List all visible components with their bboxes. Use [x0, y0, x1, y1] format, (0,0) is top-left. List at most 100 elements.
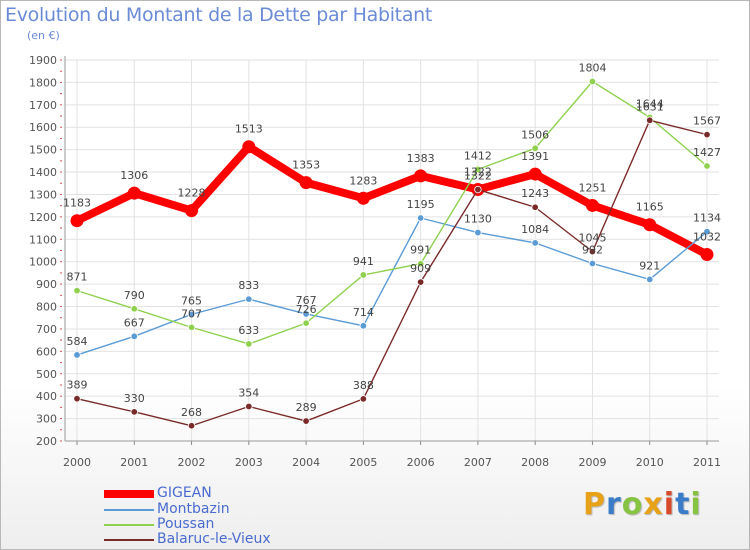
y-tick-label: 1400: [29, 166, 57, 179]
point-montbazin: [359, 322, 368, 330]
data-label-poussan: 1644: [636, 97, 664, 110]
legend-label: Balaruc-le-Vieux: [157, 531, 271, 547]
data-label-balaruc-le-vieux: 1631: [636, 100, 664, 113]
data-label-poussan: 941: [353, 255, 374, 268]
y-tick-label: 800: [36, 301, 57, 314]
series-line-balaruc-le-vieux: [76, 119, 708, 427]
y-tick-label: 200: [36, 435, 57, 448]
y-tick-label: 1500: [29, 144, 57, 157]
data-label-montbazin: 833: [238, 279, 259, 292]
point-balaruc-le-vieux: [588, 247, 597, 256]
y-tick-label: 1900: [29, 54, 57, 67]
x-tick-label: 2002: [178, 456, 206, 469]
point-gigean: [356, 191, 370, 205]
logo-letter: x: [643, 487, 664, 522]
point-gigean: [185, 204, 199, 218]
point-gigean: [299, 176, 313, 190]
point-poussan: [187, 323, 196, 332]
point-gigean: [700, 248, 714, 262]
data-label-montbazin: 765: [181, 294, 202, 307]
y-tick-label: 1200: [29, 211, 57, 224]
point-balaruc-le-vieux: [302, 417, 310, 425]
y-tick-label: 1600: [29, 121, 57, 134]
point-montbazin: [245, 295, 253, 303]
y-tick-label: 300: [36, 413, 57, 426]
series-line-poussan: [76, 80, 708, 345]
logo-letter: t: [675, 487, 691, 522]
y-tick-label: 500: [36, 368, 57, 381]
y-tick-label: 1300: [29, 188, 57, 201]
point-montbazin: [416, 214, 425, 222]
data-label-montbazin: 1195: [407, 198, 435, 211]
data-label-gigean: 1391: [521, 150, 549, 163]
data-label-gigean: 1322: [464, 166, 492, 179]
data-label-poussan: 790: [124, 289, 145, 302]
point-montbazin: [73, 351, 81, 359]
data-label-balaruc-le-vieux: 1243: [521, 187, 549, 200]
data-label-balaruc-le-vieux: 1567: [693, 115, 721, 128]
data-label-balaruc-le-vieux: 354: [238, 386, 259, 399]
data-label-balaruc-le-vieux: 1045: [578, 232, 606, 245]
data-label-montbazin: 1134: [693, 212, 721, 225]
point-gigean: [127, 186, 141, 200]
point-poussan: [359, 271, 368, 279]
point-gigean: [242, 140, 256, 154]
point-montbazin: [531, 239, 539, 247]
point-gigean: [70, 214, 84, 228]
legend-swatch: [104, 509, 154, 511]
y-tick-label: 1800: [29, 76, 57, 89]
logo-letter: P: [583, 487, 606, 522]
data-label-gigean: 1513: [235, 123, 263, 136]
data-label-balaruc-le-vieux: 909: [410, 262, 431, 275]
y-tick-label: 400: [36, 390, 57, 403]
data-label-gigean: 1383: [407, 152, 435, 165]
point-poussan: [302, 319, 310, 327]
point-poussan: [73, 286, 81, 295]
x-tick-label: 2001: [120, 456, 148, 469]
chart-unit: (en €): [27, 29, 60, 42]
data-label-gigean: 1183: [63, 197, 91, 210]
data-label-poussan: 1804: [578, 62, 606, 75]
data-label-montbazin: 1130: [464, 213, 492, 226]
legend-label: Montbazin: [157, 501, 230, 517]
data-label-montbazin: 992: [582, 243, 603, 256]
data-label-poussan: 1412: [464, 149, 492, 162]
point-gigean: [414, 169, 428, 183]
data-label-poussan: 726: [296, 303, 317, 316]
y-tick-label: 700: [36, 323, 57, 336]
point-balaruc-le-vieux: [531, 203, 539, 211]
data-label-balaruc-le-vieux: 389: [67, 379, 88, 392]
y-tick-label: 900: [36, 278, 57, 291]
data-label-balaruc-le-vieux: 1322: [464, 170, 492, 183]
data-label-gigean: 1165: [636, 201, 664, 214]
point-montbazin: [302, 310, 310, 318]
data-label-montbazin: 921: [639, 259, 660, 272]
point-poussan: [474, 165, 482, 174]
logo-letter: i: [663, 487, 676, 522]
data-label-poussan: 707: [181, 307, 202, 320]
point-poussan: [245, 340, 253, 348]
data-label-poussan: 991: [410, 244, 431, 257]
data-label-gigean: 1032: [693, 231, 721, 244]
point-poussan: [588, 77, 597, 86]
legend-label: Poussan: [157, 516, 215, 532]
point-balaruc-le-vieux: [130, 408, 138, 416]
point-montbazin: [703, 227, 711, 236]
point-montbazin: [474, 228, 482, 237]
legend-swatch: [104, 539, 154, 541]
data-label-montbazin: 1084: [521, 223, 549, 236]
point-balaruc-le-vieux: [646, 116, 654, 124]
point-gigean: [528, 167, 542, 181]
data-label-montbazin: 714: [353, 306, 374, 319]
y-tick-label: 1000: [29, 256, 57, 269]
y-tick-label: 600: [36, 345, 57, 358]
data-label-poussan: 633: [238, 324, 259, 337]
x-tick-label: 2005: [349, 456, 377, 469]
point-poussan: [416, 260, 425, 268]
y-tick-label: 1100: [29, 233, 57, 246]
point-balaruc-le-vieux: [245, 402, 253, 411]
point-balaruc-le-vieux: [359, 395, 368, 403]
legend-swatch: [104, 524, 154, 526]
point-balaruc-le-vieux: [474, 185, 482, 194]
point-gigean: [643, 218, 657, 232]
